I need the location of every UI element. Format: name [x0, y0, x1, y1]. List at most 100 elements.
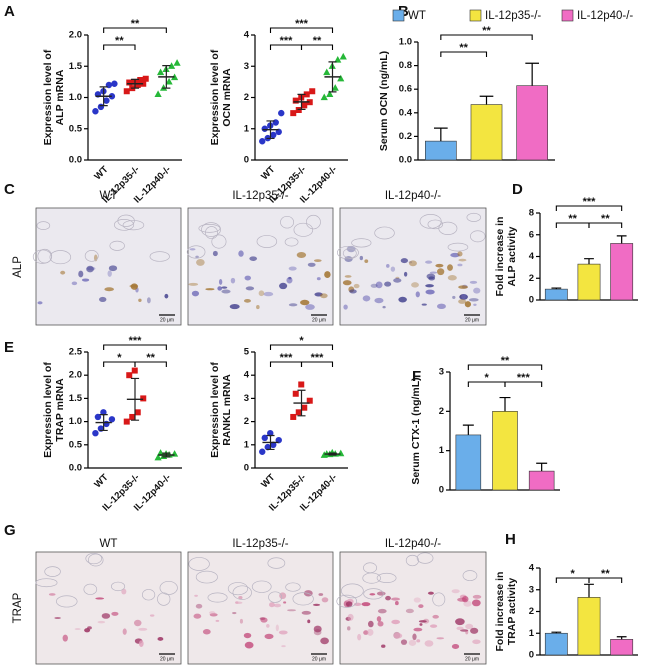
data-point — [306, 397, 313, 404]
bar — [610, 243, 634, 301]
y-tick-label: 0.6 — [399, 84, 412, 95]
cartilage-cell — [416, 552, 434, 564]
stain-cell — [273, 603, 282, 608]
stain-cell — [263, 291, 274, 297]
bar — [610, 639, 634, 656]
stain-cell — [81, 278, 90, 282]
stain-cell — [260, 617, 268, 623]
stain-cell — [232, 612, 237, 615]
stain-cell — [300, 299, 310, 306]
y-tick-label: 2 — [529, 606, 534, 617]
cartilage-cell — [186, 245, 206, 259]
stain-cell — [138, 627, 148, 631]
stain-label: TRAP — [12, 592, 24, 623]
bar — [455, 434, 482, 491]
stain-cell — [205, 288, 215, 291]
stain-cell — [413, 627, 423, 632]
data-point — [170, 73, 179, 81]
stain-cell — [469, 280, 478, 284]
y-tick-label: 0.0 — [69, 463, 82, 474]
stain-cell — [391, 597, 400, 601]
stain-cell — [437, 268, 445, 276]
stain-cell — [320, 637, 329, 645]
cartilage-cell — [438, 221, 458, 235]
stain-cell — [281, 645, 286, 648]
data-point — [337, 449, 345, 457]
sig-label: ** — [459, 42, 468, 54]
stain-cell — [344, 275, 352, 278]
y-tick-label: 1 — [244, 439, 250, 450]
y-tick-label: 0.0 — [69, 155, 82, 166]
stain-cell — [470, 627, 479, 634]
data-point — [290, 110, 297, 117]
stain-cell — [275, 624, 279, 632]
stain-cell — [362, 295, 371, 302]
stain-cell — [472, 639, 481, 645]
stain-cell — [393, 278, 402, 283]
cartilage-cell — [55, 595, 78, 608]
stain-cell — [305, 304, 315, 310]
y-tick-label: 4 — [244, 30, 250, 41]
stain-cell — [349, 289, 357, 294]
data-point — [156, 449, 165, 456]
stain-cell — [413, 597, 421, 603]
stain-cell — [429, 624, 438, 628]
stain-cell — [427, 591, 434, 595]
stain-cell — [385, 595, 391, 601]
cartilage-cell — [159, 580, 178, 595]
legend-label: IL-12p40-/- — [577, 10, 633, 22]
bar — [577, 263, 601, 301]
stain-cell — [288, 303, 298, 307]
image-label: WT — [100, 190, 118, 202]
stain-cell — [48, 593, 56, 596]
stain-cell — [307, 262, 316, 267]
bar — [425, 140, 457, 161]
cartilage-cell — [201, 222, 221, 237]
data-point — [295, 107, 302, 113]
stain-cell — [256, 305, 260, 310]
bar — [516, 85, 548, 161]
data-point — [123, 88, 130, 95]
cartilage-cell — [83, 583, 98, 595]
stain-cell — [321, 597, 329, 603]
stain-cell — [130, 283, 138, 290]
stain-cell — [320, 293, 328, 299]
cartilage-cell — [198, 224, 221, 233]
data-point — [156, 68, 165, 76]
data-point — [142, 75, 149, 82]
data-point — [261, 125, 268, 132]
sig-bracket — [103, 44, 136, 50]
stain-cell — [457, 251, 463, 257]
cartilage-cell — [374, 226, 395, 240]
y-axis-label: Expression level of — [209, 362, 221, 458]
data-point — [123, 418, 130, 425]
stain-cell — [108, 265, 118, 272]
y-tick-label: 0.2 — [399, 131, 412, 142]
stain-cell — [193, 613, 202, 619]
cartilage-cell — [427, 219, 444, 230]
scale-label: 20 μm — [160, 656, 174, 662]
stain-cell — [386, 263, 390, 268]
data-point — [140, 80, 147, 87]
stain-cell — [347, 626, 351, 631]
cartilage-cell — [341, 583, 364, 599]
stain-cell — [235, 601, 239, 604]
panel-letter: H — [505, 531, 516, 548]
stain-cell — [313, 625, 322, 633]
stain-cell — [99, 296, 107, 303]
stain-cell — [342, 280, 352, 286]
stain-cell — [104, 287, 114, 292]
bar — [470, 104, 503, 161]
stain-cell — [456, 626, 464, 631]
stain-cell — [229, 304, 240, 310]
stain-cell — [122, 628, 127, 635]
error-bar — [536, 462, 548, 472]
stain-cell — [312, 603, 321, 606]
y-tick-label: 4 — [529, 563, 535, 574]
stain-cell — [195, 255, 199, 259]
bar — [577, 597, 601, 656]
panel-letter: F — [412, 368, 421, 385]
stain-cell — [138, 298, 142, 302]
stain-cell — [455, 618, 465, 626]
cartilage-cell — [84, 250, 99, 262]
